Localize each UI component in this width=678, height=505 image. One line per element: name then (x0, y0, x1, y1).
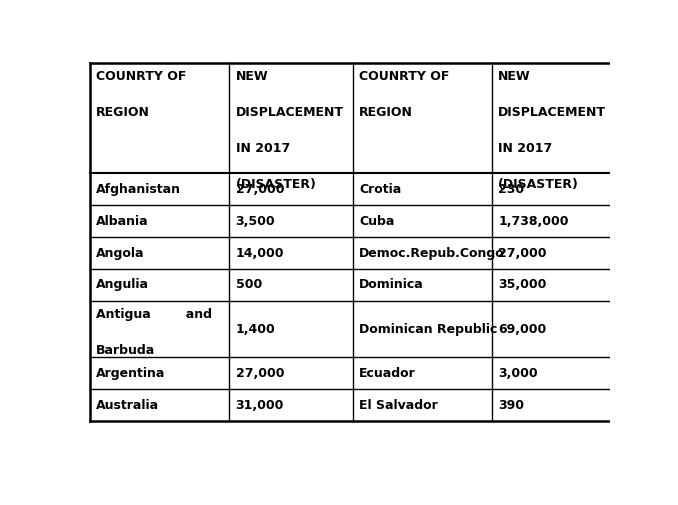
Text: Angola: Angola (96, 246, 145, 260)
Text: Ecuador: Ecuador (359, 367, 416, 380)
Text: 3,500: 3,500 (235, 215, 275, 228)
Text: Dominica: Dominica (359, 278, 424, 291)
Text: Crotia: Crotia (359, 183, 401, 196)
Text: Antigua        and

Barbuda: Antigua and Barbuda (96, 308, 212, 357)
Text: 14,000: 14,000 (235, 246, 284, 260)
Text: 3,000: 3,000 (498, 367, 538, 380)
Text: 27,000: 27,000 (498, 246, 546, 260)
Text: 1,738,000: 1,738,000 (498, 215, 569, 228)
Text: COUNRTY OF

REGION: COUNRTY OF REGION (96, 70, 186, 119)
Text: 27,000: 27,000 (235, 183, 284, 196)
Text: 35,000: 35,000 (498, 278, 546, 291)
Text: 31,000: 31,000 (235, 398, 284, 412)
Text: Cuba: Cuba (359, 215, 395, 228)
Text: El Salvador: El Salvador (359, 398, 438, 412)
Text: Democ.Repub.Congo: Democ.Repub.Congo (359, 246, 505, 260)
Text: Albania: Albania (96, 215, 149, 228)
Text: 1,400: 1,400 (235, 323, 275, 336)
Text: Australia: Australia (96, 398, 159, 412)
Text: 500: 500 (235, 278, 262, 291)
Text: 390: 390 (498, 398, 524, 412)
Text: NEW

DISPLACEMENT

IN 2017

(DISASTER): NEW DISPLACEMENT IN 2017 (DISASTER) (498, 70, 606, 190)
Text: 230: 230 (498, 183, 524, 196)
Text: 27,000: 27,000 (235, 367, 284, 380)
Text: Afghanistan: Afghanistan (96, 183, 181, 196)
Text: Argentina: Argentina (96, 367, 165, 380)
Text: Dominican Republic: Dominican Republic (359, 323, 498, 336)
Text: 69,000: 69,000 (498, 323, 546, 336)
Text: Angulia: Angulia (96, 278, 149, 291)
Text: COUNRTY OF

REGION: COUNRTY OF REGION (359, 70, 450, 119)
Text: NEW

DISPLACEMENT

IN 2017

(DISASTER): NEW DISPLACEMENT IN 2017 (DISASTER) (235, 70, 344, 190)
